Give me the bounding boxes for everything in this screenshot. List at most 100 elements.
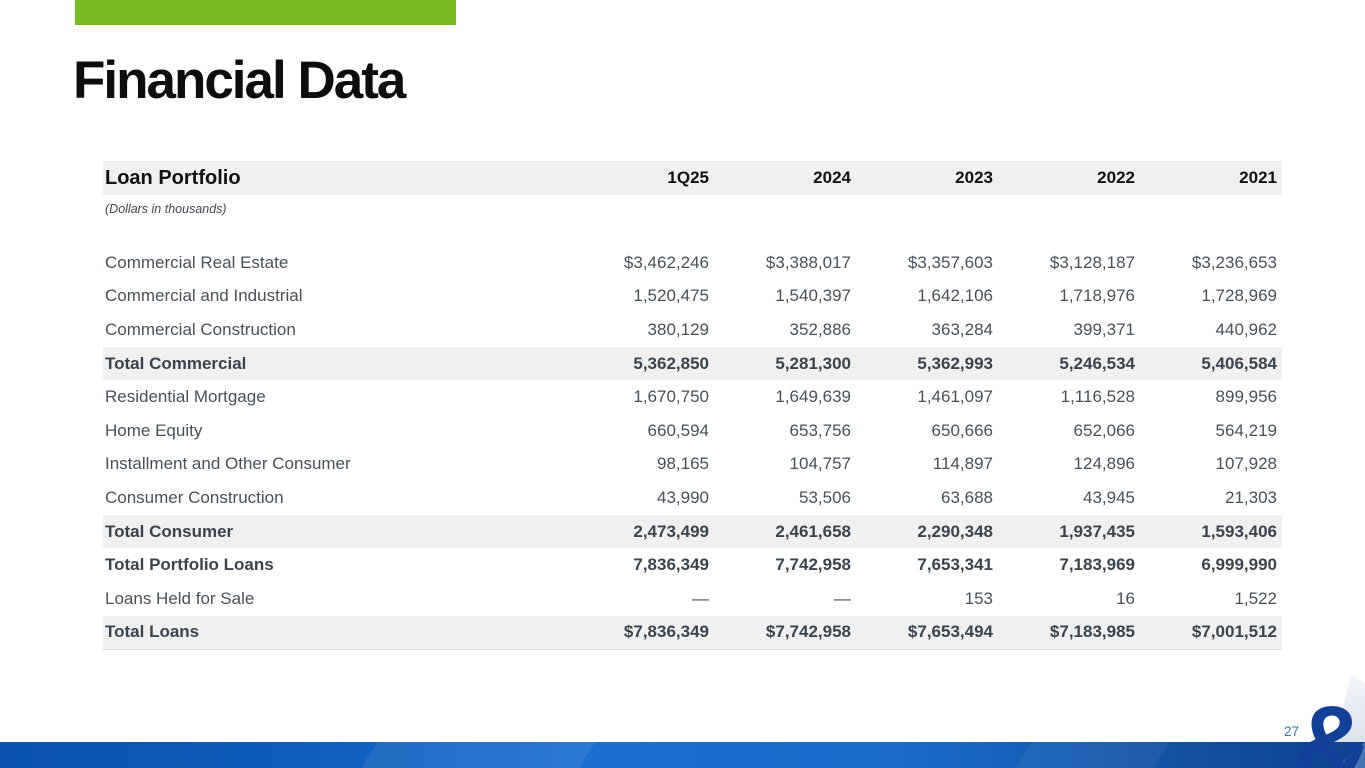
- row-value: 899,956: [1215, 387, 1277, 407]
- row-value: 1,937,435: [1059, 521, 1135, 541]
- column-header-1q25: 1Q25: [667, 168, 709, 187]
- row-value: 2,473,499: [633, 521, 709, 541]
- band-streak-graphic: [360, 742, 596, 768]
- row-value: 107,928: [1215, 454, 1277, 474]
- row-value: $3,236,653: [1191, 252, 1277, 272]
- row-value: 98,165: [657, 454, 709, 474]
- row-value: $7,653,494: [907, 622, 993, 642]
- column-header-2024: 2024: [813, 168, 851, 187]
- row-value: 5,281,300: [775, 353, 851, 373]
- column-header-2022: 2022: [1097, 168, 1135, 187]
- row-value: 1,718,976: [1059, 286, 1135, 306]
- row-value: 114,897: [932, 454, 993, 474]
- row-value: 21,303: [1225, 487, 1277, 507]
- row-value: 153: [964, 588, 993, 608]
- row-label: Consumer Construction: [105, 487, 284, 507]
- row-value: 7,742,958: [775, 555, 851, 575]
- table-row: Consumer Construction 43,990 53,506 63,688 4…: [103, 481, 1282, 515]
- row-label: Total Consumer: [105, 521, 234, 541]
- table-title: Loan Portfolio: [105, 166, 241, 189]
- row-value: 1,649,639: [775, 387, 851, 407]
- row-value: 653,756: [789, 420, 851, 440]
- row-value: 2,461,658: [775, 521, 851, 541]
- row-value: —: [834, 588, 851, 608]
- row-value: 16: [1116, 588, 1135, 608]
- row-value: 5,246,534: [1059, 353, 1135, 373]
- row-label: Home Equity: [105, 420, 203, 440]
- table-row: Total Consumer 2,473,499 2,461,658 2,290,34…: [103, 514, 1282, 549]
- row-value: 1,642,106: [917, 286, 993, 306]
- row-value: 363,284: [931, 319, 993, 339]
- row-label: Installment and Other Consumer: [105, 454, 351, 474]
- row-value: 1,461,097: [917, 387, 993, 407]
- row-value: 7,836,349: [633, 555, 709, 575]
- column-header-2021: 2021: [1239, 168, 1277, 187]
- row-value: 2,290,348: [917, 521, 993, 541]
- table-header-row: Loan Portfolio 1Q25 2024 2023 2022 2021: [103, 161, 1282, 195]
- row-value: 1,670,750: [633, 387, 709, 407]
- row-value: $3,388,017: [765, 252, 851, 272]
- row-value: 1,540,397: [775, 286, 851, 306]
- row-label: Total Loans: [105, 622, 200, 642]
- row-value: 1,522: [1234, 588, 1277, 608]
- table-row: Total Portfolio Loans 7,836,349 7,742,958 7…: [103, 548, 1282, 582]
- table-row: Home Equity 660,594 653,756 650,666 652,066 5…: [103, 414, 1282, 448]
- row-value: 660,594: [647, 420, 709, 440]
- row-value: 1,520,475: [633, 286, 709, 306]
- row-value: 1,116,528: [1060, 387, 1135, 407]
- row-value: 1,593,406: [1201, 521, 1277, 541]
- row-value: $7,001,512: [1191, 622, 1277, 642]
- table-row: Commercial Construction 380,129 352,886 363…: [103, 313, 1282, 347]
- row-value: 7,183,969: [1059, 555, 1135, 575]
- row-value: 5,406,584: [1201, 353, 1277, 373]
- table-row: Loans Held for Sale — — 153 16 1,522: [103, 582, 1282, 616]
- row-value: 440,962: [1215, 319, 1277, 339]
- row-value: 6,999,990: [1201, 555, 1277, 575]
- row-value: 53,506: [799, 487, 851, 507]
- row-value: $3,357,603: [907, 252, 993, 272]
- row-value: $7,742,958: [765, 622, 851, 642]
- loan-portfolio-table: Loan Portfolio 1Q25 2024 2023 2022 2021 …: [103, 161, 1282, 651]
- row-label: Residential Mortgage: [105, 387, 266, 407]
- row-value: $7,836,349: [623, 622, 709, 642]
- row-label: Total Portfolio Loans: [105, 555, 274, 575]
- row-value: 5,362,850: [633, 353, 709, 373]
- ampersand-logo: &: [1292, 683, 1365, 768]
- row-value: 352,886: [789, 319, 851, 339]
- green-accent-bar: [75, 0, 456, 25]
- row-value: 43,990: [657, 487, 709, 507]
- row-value: $3,462,246: [623, 252, 709, 272]
- row-value: 104,757: [789, 454, 851, 474]
- page-title: Financial Data: [73, 51, 406, 110]
- row-value: 43,945: [1083, 487, 1135, 507]
- table-row: Total Commercial 5,362,850 5,281,300 5,362,…: [103, 346, 1282, 381]
- row-value: 5,362,993: [917, 353, 993, 373]
- table-body: Commercial Real Estate $3,462,246 $3,388,0…: [103, 246, 1282, 651]
- row-value: 380,129: [647, 319, 709, 339]
- row-label: Commercial Real Estate: [105, 252, 289, 272]
- footer-band: [0, 742, 1365, 768]
- row-value: 652,066: [1073, 420, 1135, 440]
- row-value: $7,183,985: [1049, 622, 1135, 642]
- row-label: Commercial Construction: [105, 319, 296, 339]
- row-value: 564,219: [1215, 420, 1277, 440]
- page-number: 27: [1283, 724, 1299, 739]
- row-value: 7,653,341: [917, 555, 993, 575]
- column-header-2023: 2023: [955, 168, 993, 187]
- table-row: Installment and Other Consumer 98,165 104,…: [103, 448, 1282, 482]
- row-value: 63,688: [941, 487, 993, 507]
- row-value: 1,728,969: [1201, 286, 1277, 306]
- row-value: 399,371: [1073, 319, 1135, 339]
- table-row: Total Loans $7,836,349 $7,742,958 $7,653,49…: [103, 615, 1282, 650]
- table-row: Commercial and Industrial 1,520,475 1,540,…: [103, 280, 1282, 314]
- row-value: 650,666: [931, 420, 993, 440]
- row-label: Commercial and Industrial: [105, 286, 303, 306]
- row-value: $3,128,187: [1049, 252, 1135, 272]
- table-subtitle: (Dollars in thousands): [105, 202, 227, 216]
- row-value: 124,896: [1073, 454, 1135, 474]
- row-label: Total Commercial: [105, 353, 247, 373]
- table-row: Commercial Real Estate $3,462,246 $3,388,0…: [103, 246, 1282, 280]
- table-row: Residential Mortgage 1,670,750 1,649,639 1,…: [103, 380, 1282, 414]
- band-streak-graphic: [1015, 742, 1169, 768]
